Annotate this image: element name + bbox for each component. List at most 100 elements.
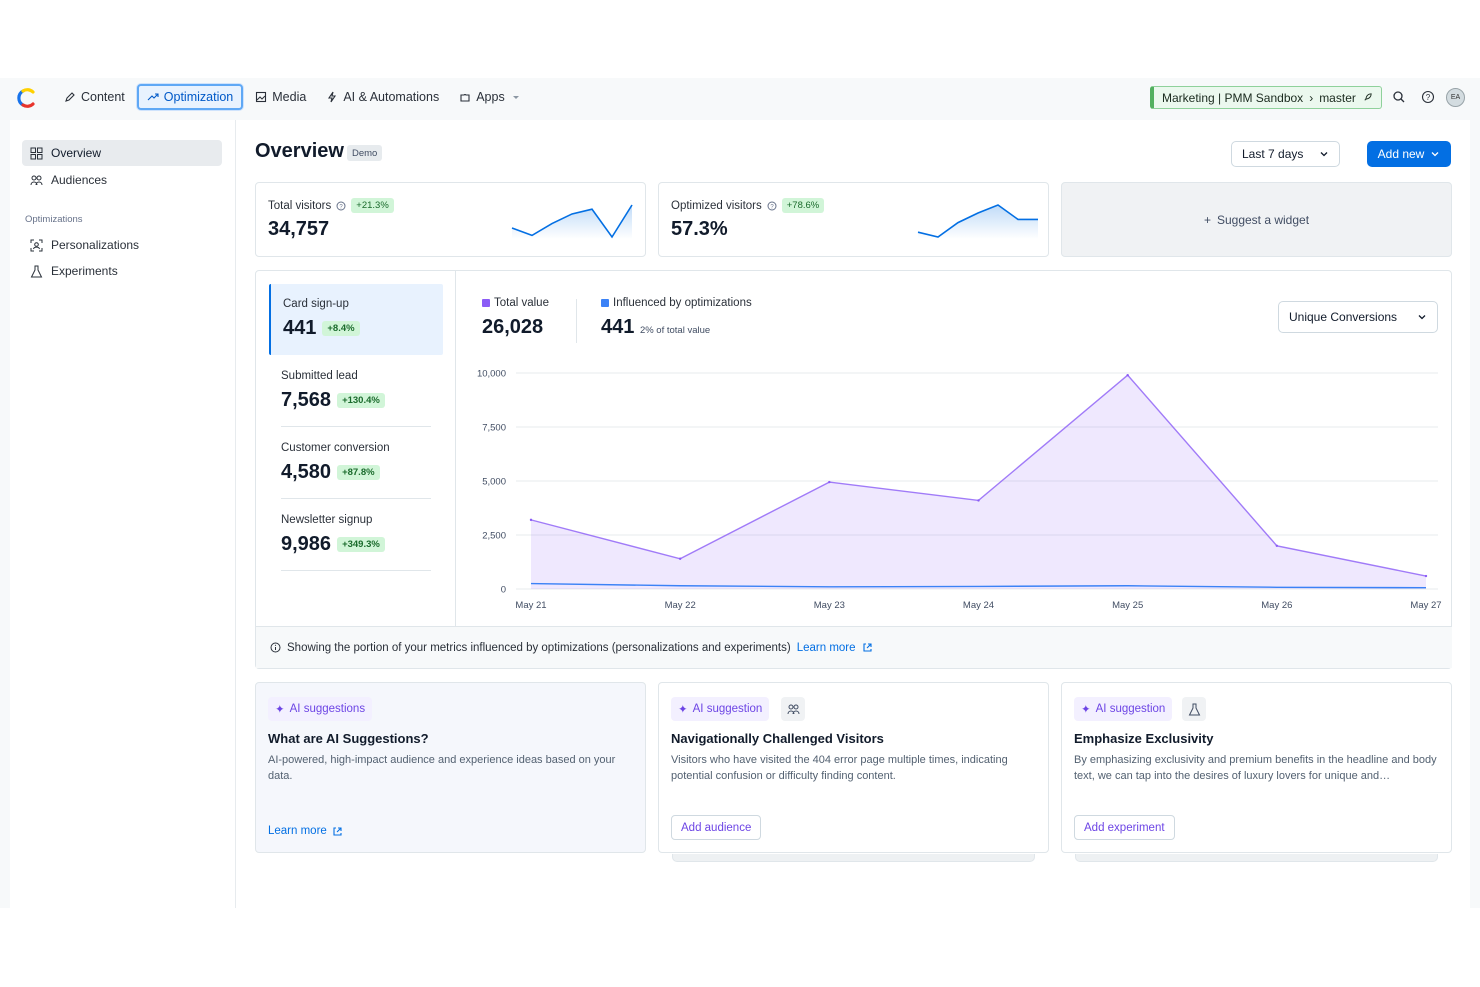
legend-swatch: [482, 299, 490, 307]
sparkline-area: [918, 205, 1038, 239]
x-tick-label: May 26: [1261, 600, 1292, 611]
date-range-select[interactable]: Last 7 days: [1231, 141, 1340, 167]
help-icon[interactable]: ?: [767, 201, 777, 211]
add-experiment-button[interactable]: Add experiment: [1074, 815, 1175, 840]
conversion-item[interactable]: Customer conversion 4,580 +87.8%: [269, 428, 443, 499]
sidebar-item-audiences[interactable]: Audiences: [22, 167, 222, 193]
top-navigation-bar: Content Optimization Media AI & Automati…: [0, 78, 1480, 118]
divider: [576, 299, 577, 343]
sparkline-optimized-visitors: [917, 204, 1038, 239]
influenced-note: 2% of total value: [639, 325, 711, 336]
help-icon[interactable]: ?: [1421, 90, 1435, 104]
conversion-item[interactable]: Newsletter signup 9,986 +349.3%: [269, 500, 443, 571]
sparkle-icon: ✦: [275, 704, 285, 716]
conversion-value-row: 7,568 +130.4%: [281, 389, 385, 412]
add-new-button[interactable]: Add new: [1367, 141, 1451, 167]
conversion-value: 4,580: [281, 461, 332, 483]
learn-more-link[interactable]: Learn more: [796, 641, 856, 654]
data-point-total-value: [1424, 574, 1428, 578]
nav-ai-automations-label: AI & Automations: [343, 90, 440, 104]
external-link-icon: [333, 826, 342, 836]
conversion-value: 9,986: [281, 533, 332, 555]
ai-suggestion-tag-label: AI suggestion: [692, 703, 763, 715]
contentful-logo[interactable]: [16, 87, 38, 109]
chevron-down-icon: [1418, 315, 1426, 320]
sparkline-line: [917, 204, 1038, 238]
suggestion-title: Navigationally Challenged Visitors: [671, 731, 884, 746]
sidebar-item-overview[interactable]: Overview: [22, 140, 222, 166]
nav-media[interactable]: Media: [247, 84, 314, 110]
nav-apps[interactable]: Apps: [451, 84, 530, 110]
svg-text:?: ?: [1426, 93, 1431, 102]
conversion-label: Newsletter signup: [281, 514, 373, 526]
learn-more-link[interactable]: Learn more: [268, 825, 343, 837]
external-link-icon[interactable]: [862, 642, 873, 653]
divider: [281, 498, 431, 499]
svg-text:?: ?: [340, 204, 344, 210]
ai-suggestion-card-audience: ✦ AI suggestion Navigationally Challenge…: [658, 682, 1049, 853]
conversion-value-row: 9,986 +349.3%: [281, 533, 385, 556]
sparkline-area: [512, 205, 632, 239]
y-tick-label: 0: [501, 585, 506, 596]
info-icon: [270, 642, 281, 653]
x-tick-label: May 21: [515, 600, 546, 611]
date-range-value: Last 7 days: [1242, 147, 1304, 161]
help-icon[interactable]: ?: [336, 201, 346, 211]
rocket-icon: [1364, 93, 1372, 101]
main-nav: Content Optimization Media AI & Automati…: [56, 84, 530, 110]
conversion-value: 441: [283, 317, 317, 339]
nav-optimization[interactable]: Optimization: [136, 84, 244, 110]
sidebar-item-label: Experiments: [51, 264, 118, 278]
data-point-total-value: [828, 480, 831, 484]
influenced-value-row: 441 2% of total value: [601, 316, 710, 339]
chevron-right-icon: ›: [1309, 90, 1314, 105]
demo-badge: Demo: [347, 145, 383, 161]
ai-suggestion-tag-label: AI suggestion: [1095, 703, 1166, 715]
metric-select[interactable]: Unique Conversions: [1278, 301, 1438, 333]
total-value: 26,028: [482, 316, 544, 338]
data-point-total-value: [1275, 544, 1279, 547]
environment-switcher[interactable]: Marketing | PMM Sandbox › master: [1150, 86, 1382, 109]
x-tick-label: May 23: [814, 600, 845, 611]
nav-content[interactable]: Content: [56, 84, 133, 110]
change-badge: +78.6%: [781, 198, 825, 213]
avatar[interactable]: EA: [1446, 88, 1465, 107]
y-tick-label: 2,500: [482, 531, 506, 542]
suggest-widget-button[interactable]: + Suggest a widget: [1061, 182, 1452, 257]
plus-icon: +: [1203, 212, 1211, 227]
conversion-item[interactable]: Submitted lead 7,568 +130.4%: [269, 356, 443, 427]
image-icon: [256, 91, 267, 103]
sidebar-item-personalizations[interactable]: Personalizations: [22, 232, 222, 258]
suggestion-title: Emphasize Exclusivity: [1074, 731, 1214, 746]
add-new-label: Add new: [1377, 147, 1425, 161]
conversion-value-row: 441 +8.4%: [283, 317, 360, 340]
kpi-label-text: Optimized visitors: [671, 199, 762, 212]
nav-ai-automations[interactable]: AI & Automations: [318, 84, 447, 110]
x-tick-label: May 27: [1410, 600, 1441, 611]
target-user-icon: [30, 239, 43, 251]
card-stack-shadow: [1075, 854, 1438, 862]
ai-suggestion-card-experiment: ✦ AI suggestion Emphasize Exclusivity By…: [1061, 682, 1452, 853]
conversion-item[interactable]: Card sign-up 441 +8.4%: [269, 284, 443, 355]
svg-text:?: ?: [770, 204, 774, 210]
change-badge: +8.4%: [322, 321, 360, 336]
suggestion-text: Visitors who have visited the 404 error …: [671, 754, 1008, 782]
divider: [281, 570, 431, 571]
search-icon[interactable]: [1392, 90, 1406, 104]
sidebar-item-label: Overview: [51, 146, 102, 160]
change-badge: +349.3%: [337, 537, 385, 552]
conversion-label: Card sign-up: [283, 298, 349, 310]
conversion-value: 7,568: [281, 389, 332, 411]
y-tick-label: 10,000: [477, 369, 506, 380]
nav-media-label: Media: [272, 90, 307, 104]
data-point-total-value: [1126, 373, 1129, 377]
space-name: Marketing | PMM Sandbox: [1162, 90, 1304, 105]
conversions-panel: Card sign-up 441 +8.4% Submitted lead 7,5…: [255, 270, 1452, 669]
x-tick-label: May 22: [665, 600, 696, 611]
sparkle-icon: ✦: [678, 704, 688, 716]
main-content: Overview Demo Last 7 days Add new Total …: [236, 120, 1470, 908]
suggestion-text: By emphasizing exclusivity and premium b…: [1074, 754, 1437, 782]
kpi-card-optimized-visitors: Optimized visitors ? +78.6% 57.3%: [658, 182, 1049, 257]
add-audience-button[interactable]: Add audience: [671, 815, 762, 840]
sidebar-item-experiments[interactable]: Experiments: [22, 258, 222, 284]
